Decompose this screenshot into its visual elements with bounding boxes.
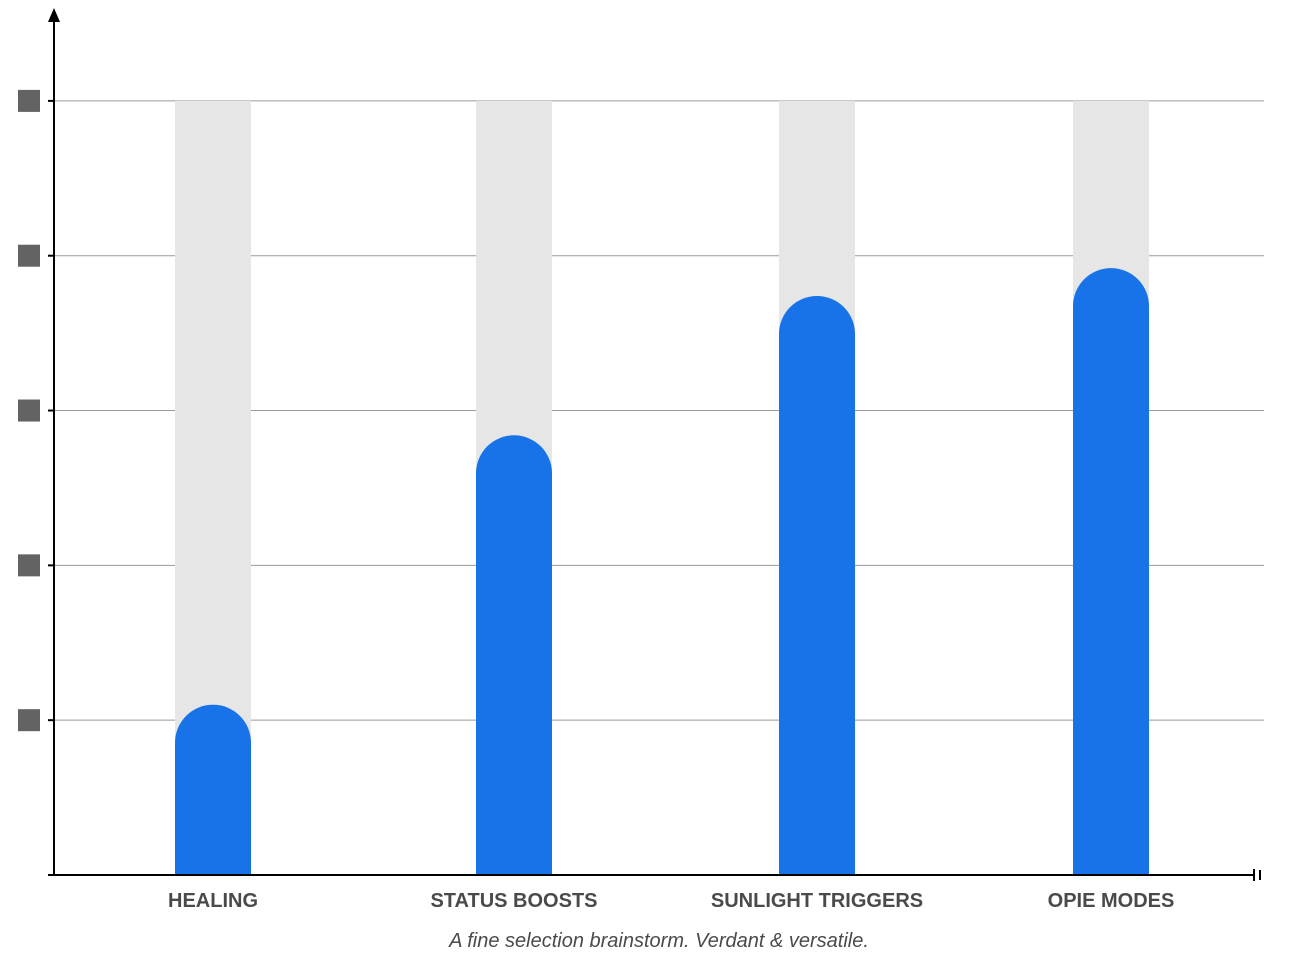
category-label: HEALING — [168, 890, 258, 912]
y-tick-label-box — [18, 245, 40, 267]
category-label: SUNLIGHT TRIGGERS — [711, 890, 923, 912]
category-label: OPIE MODES — [1048, 890, 1175, 912]
y-tick-label-box — [18, 554, 40, 576]
y-tick-label-box — [18, 90, 40, 112]
bar-value — [476, 435, 552, 875]
bar-value — [175, 705, 251, 875]
y-axis-arrow-icon — [48, 8, 60, 22]
bar-value — [1073, 268, 1149, 875]
x-axis-title: A fine selection brainstorm. Verdant & v… — [448, 930, 869, 952]
y-tick-label-box — [18, 400, 40, 422]
y-tick-label-box — [18, 709, 40, 731]
chart-container: HEALING STATUS BOOSTS SUNLIGHT TRIGGERS OPI… — [0, 0, 1290, 968]
bar-value — [779, 296, 855, 875]
category-label: STATUS BOOSTS — [430, 890, 597, 912]
